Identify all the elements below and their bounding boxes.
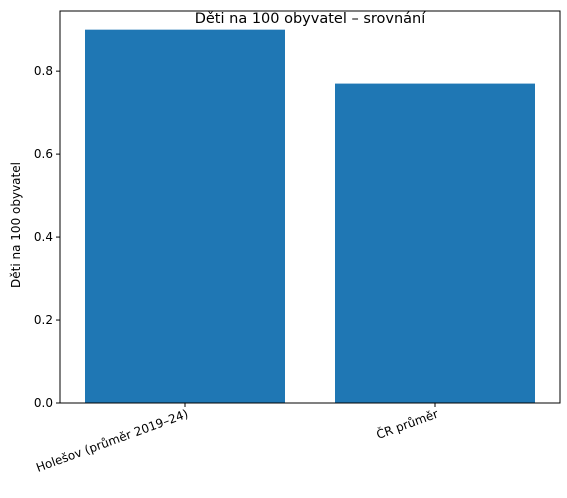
y-tick-label: 0.0 bbox=[34, 396, 53, 410]
y-tick-label: 0.2 bbox=[34, 313, 53, 327]
y-tick-label: 0.4 bbox=[34, 230, 53, 244]
y-ticks-group: 0.0 0.2 0.4 0.6 0.8 bbox=[34, 64, 60, 410]
chart-title: Děti na 100 obyvatel – srovnání bbox=[195, 11, 427, 27]
y-axis-label: Děti na 100 obyvatel bbox=[9, 162, 23, 288]
x-tick-label: Holešov (průměr 2019–24) bbox=[34, 407, 190, 475]
bar bbox=[335, 83, 535, 403]
y-tick-label: 0.8 bbox=[34, 64, 53, 78]
y-tick-label: 0.6 bbox=[34, 147, 53, 161]
x-ticks-group: Holešov (průměr 2019–24) ČR průměr bbox=[34, 403, 440, 475]
bars-group bbox=[85, 29, 535, 404]
plot-frame bbox=[59, 10, 561, 404]
x-tick-label: ČR průměr bbox=[374, 406, 440, 442]
bar bbox=[85, 29, 285, 404]
